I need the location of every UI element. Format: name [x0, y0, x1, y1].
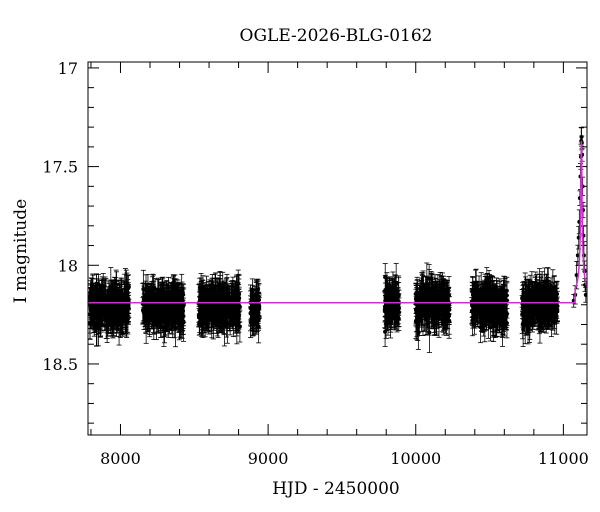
data-point [102, 308, 107, 313]
data-point [201, 318, 206, 323]
data-point [384, 304, 389, 309]
data-point [197, 320, 202, 325]
data-point [176, 296, 181, 301]
data-point [392, 297, 397, 302]
data-point [94, 293, 99, 298]
axis-tick-labels: 8000 9000 10000 11000 17 17.5 18 18.5 [42, 59, 588, 468]
data-point [159, 296, 164, 301]
data-point [209, 302, 214, 307]
axis-ticks [88, 62, 587, 435]
data-point [161, 315, 166, 320]
data-point [394, 281, 399, 286]
data-point [395, 310, 400, 315]
data-point [116, 307, 121, 312]
data-point [236, 291, 241, 296]
data-point [230, 311, 235, 316]
data-point [200, 290, 205, 295]
data-point [141, 311, 146, 316]
data-point [395, 304, 400, 309]
y-tick-label: 18 [58, 256, 78, 275]
data-point [145, 305, 150, 310]
data-point [163, 310, 168, 315]
data-point [120, 304, 125, 309]
data-point [214, 314, 219, 319]
data-point [89, 307, 94, 312]
data-point [125, 317, 130, 322]
data-point [251, 311, 256, 316]
data-point [90, 289, 95, 294]
data-point [160, 302, 165, 307]
data-point [197, 285, 202, 290]
data-points [88, 126, 587, 353]
data-point [143, 298, 148, 303]
data-point [173, 311, 178, 316]
y-tick-label: 17.5 [42, 158, 78, 177]
data-point [250, 296, 255, 301]
data-point [118, 319, 123, 324]
data-point [254, 308, 259, 313]
data-point [102, 292, 107, 297]
data-point [197, 313, 202, 318]
data-point [94, 324, 99, 329]
x-tick-label: 8000 [100, 449, 141, 468]
data-point [383, 329, 388, 334]
y-tick-label: 18.5 [42, 355, 78, 374]
data-point [99, 308, 104, 313]
data-point [254, 298, 259, 303]
x-tick-label: 9000 [248, 449, 289, 468]
data-point [112, 314, 117, 319]
chart-title: OGLE-2026-BLG-0162 [240, 26, 433, 46]
data-point [114, 296, 119, 301]
x-tick-label: 11000 [538, 449, 589, 468]
y-axis-label: I magnitude [11, 199, 31, 303]
x-tick-label: 10000 [390, 449, 441, 468]
data-point [217, 287, 222, 292]
data-point [150, 305, 155, 310]
data-point [106, 313, 111, 318]
data-point [212, 305, 217, 310]
data-point [123, 307, 128, 312]
data-point [106, 290, 111, 295]
data-point [257, 303, 262, 308]
data-point [234, 303, 239, 308]
data-point [222, 296, 227, 301]
data-point [112, 290, 117, 295]
y-tick-label: 17 [58, 59, 78, 78]
data-point [97, 315, 102, 320]
x-axis-label: HJD - 2450000 [272, 479, 400, 499]
data-point [237, 324, 242, 329]
